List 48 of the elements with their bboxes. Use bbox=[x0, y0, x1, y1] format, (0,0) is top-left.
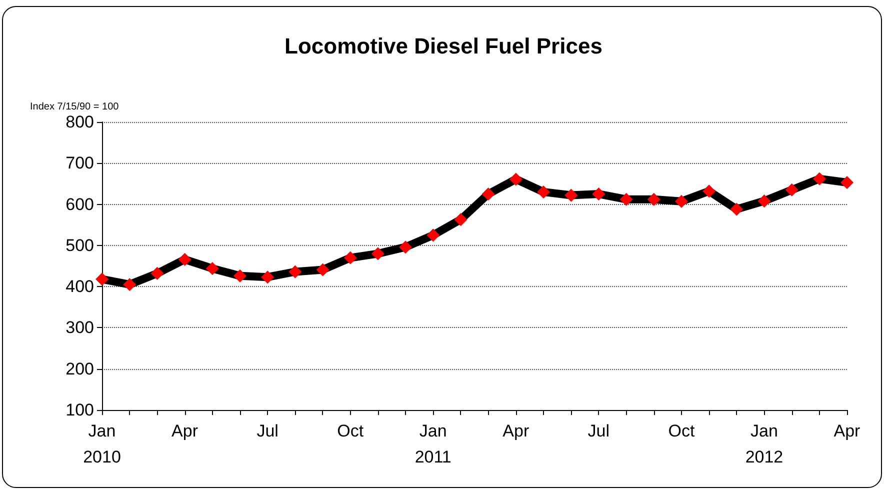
x-tick-label: Apr bbox=[502, 422, 530, 440]
point bbox=[785, 183, 798, 196]
x-tick-label: Jan 2012 bbox=[745, 422, 784, 466]
point bbox=[96, 272, 108, 286]
x-tick-label: Oct bbox=[668, 422, 695, 440]
point bbox=[123, 278, 136, 292]
point bbox=[482, 188, 495, 200]
point bbox=[261, 270, 274, 284]
point bbox=[840, 176, 854, 189]
point bbox=[233, 269, 246, 282]
y-tick-label: 800 bbox=[66, 112, 94, 132]
y-tick-label: 200 bbox=[66, 359, 94, 378]
y-tick-label: 600 bbox=[66, 194, 94, 214]
point bbox=[206, 262, 219, 275]
point bbox=[150, 266, 164, 280]
point bbox=[509, 172, 522, 186]
y-tick-label: 500 bbox=[66, 236, 94, 255]
point bbox=[426, 228, 440, 242]
point bbox=[399, 240, 412, 254]
point bbox=[758, 194, 771, 208]
point bbox=[316, 263, 330, 276]
x-tick-label: Jul bbox=[256, 422, 278, 440]
point bbox=[288, 265, 302, 278]
x-tick-label: Apr bbox=[834, 422, 861, 440]
point bbox=[592, 188, 606, 200]
x-tick-label: Jul bbox=[588, 422, 610, 440]
point bbox=[647, 192, 660, 206]
x-tick-label: Apr bbox=[172, 422, 198, 440]
x-tick-label: Jan 2010 bbox=[83, 422, 121, 466]
point bbox=[674, 194, 688, 208]
x-tick-label: Jan 2011 bbox=[414, 422, 452, 466]
y-tick-label: 100 bbox=[66, 400, 94, 420]
point bbox=[454, 213, 468, 226]
y-axis-title: Index 7/15/90 = 100 bbox=[30, 102, 120, 112]
x-tick-label: Oct bbox=[337, 422, 364, 440]
point bbox=[564, 188, 578, 202]
chart-title: Locomotive Diesel Fuel Prices bbox=[284, 34, 602, 58]
point bbox=[702, 184, 716, 198]
point bbox=[178, 252, 192, 266]
y-tick-label: 300 bbox=[66, 318, 94, 338]
point bbox=[620, 192, 633, 206]
y-tick-label: 400 bbox=[66, 277, 94, 296]
point bbox=[730, 202, 744, 216]
point bbox=[536, 185, 550, 198]
point bbox=[812, 172, 826, 186]
y-tick-label: 700 bbox=[66, 154, 94, 173]
point bbox=[371, 247, 384, 260]
point bbox=[344, 251, 357, 264]
